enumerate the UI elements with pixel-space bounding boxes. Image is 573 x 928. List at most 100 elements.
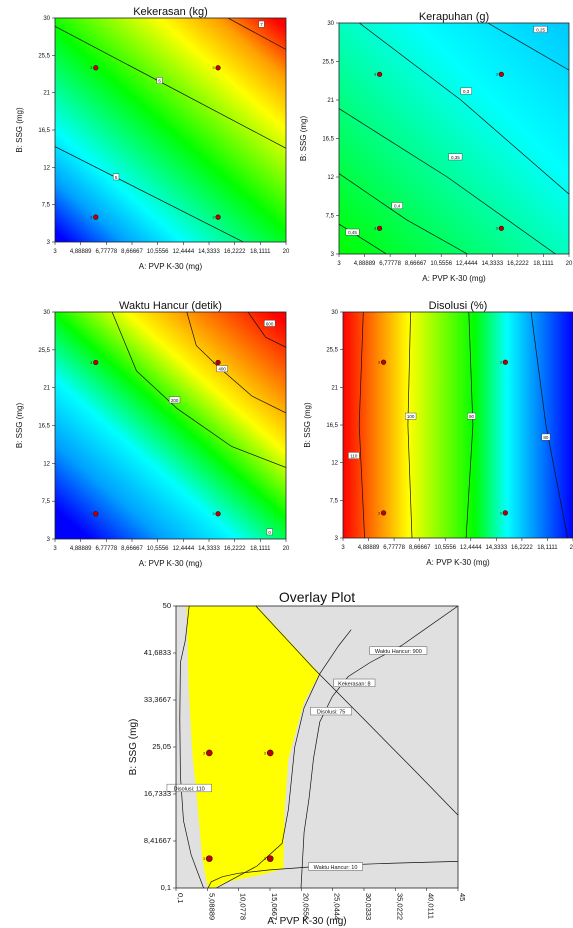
design-point-label: 3 bbox=[90, 511, 93, 516]
design-point-label: 3 bbox=[212, 215, 215, 220]
contour-label-box bbox=[467, 412, 476, 420]
x-tick-label: 14,3333 bbox=[485, 545, 507, 551]
contour-label: 0,4 bbox=[394, 204, 401, 209]
design-point-label: 3 bbox=[203, 856, 206, 861]
x-tick-label: 10,5556 bbox=[434, 545, 456, 551]
design-point bbox=[502, 510, 508, 516]
y-tick-label: 3 bbox=[335, 536, 339, 542]
x-tick-label: 10,0778 bbox=[239, 893, 248, 920]
x-tick-label: 14,3333 bbox=[481, 261, 503, 267]
design-point bbox=[498, 71, 504, 77]
panel-kerapuhan: 0,450,40,350,30,253 33 33 4,88889 6,77778 8,6… bbox=[299, 11, 573, 283]
design-point bbox=[93, 511, 99, 517]
contour-label: Disolusi: 75 bbox=[317, 710, 345, 716]
y-tick-label: 8,41667 bbox=[144, 836, 171, 845]
design-point-label: 3 bbox=[496, 72, 499, 77]
contour-line bbox=[487, 23, 569, 71]
heatmap-surface bbox=[343, 312, 573, 538]
design-point bbox=[266, 749, 274, 757]
contour-line bbox=[227, 18, 286, 50]
x-tick-label: 18,1111 bbox=[533, 261, 554, 267]
contour-label-box bbox=[391, 202, 403, 209]
x-tick-label: 18,1111 bbox=[250, 249, 271, 255]
contour-line bbox=[179, 606, 204, 888]
contour-label-box bbox=[541, 433, 551, 441]
x-tick-label: 16,2222 bbox=[224, 546, 246, 552]
panel-overlay: Kekerasan: 8 Disolusi: 75 Disolusi: 110 Wak… bbox=[128, 589, 467, 927]
design-point-label: 3 bbox=[500, 360, 503, 365]
chart-title: Overlay Plot bbox=[279, 589, 355, 605]
design-point-label: 3 bbox=[90, 215, 93, 220]
contour-label-box bbox=[264, 319, 276, 327]
chart-title: Disolusi (%) bbox=[429, 300, 488, 312]
heatmap-surface bbox=[55, 312, 286, 539]
y-tick-label: 33,3667 bbox=[144, 695, 171, 704]
y-tick-label: 25,05 bbox=[152, 742, 171, 751]
contour-label: Waktu Hancur: 10 bbox=[314, 865, 358, 871]
design-point-label: 3 bbox=[212, 65, 215, 70]
x-tick-label: 10,5556 bbox=[147, 546, 169, 552]
design-point-label: 3 bbox=[212, 511, 215, 516]
contour-label-box bbox=[266, 528, 273, 536]
y-tick-label: 25,5 bbox=[326, 348, 338, 354]
design-point bbox=[205, 749, 213, 757]
x-tick-label: 6,77778 bbox=[95, 249, 117, 255]
x-axis-label: A: PVP K-30 (mg) bbox=[426, 558, 490, 567]
y-tick-label: 12 bbox=[43, 461, 50, 467]
y-tick-label: 16,5 bbox=[326, 423, 338, 429]
y-tick-label: 25,5 bbox=[322, 60, 334, 66]
feasible-region bbox=[186, 606, 320, 888]
contour-label: 6 bbox=[158, 79, 161, 84]
chart-title: Waktu Hancur (detik) bbox=[119, 300, 222, 312]
y-tick-label: 7,5 bbox=[330, 498, 339, 504]
contour-label-box bbox=[216, 365, 228, 373]
design-point bbox=[376, 71, 383, 77]
x-tick-label: 15,0667 bbox=[270, 893, 279, 920]
x-axis-label: A: PVP K-30 (mg) bbox=[139, 559, 203, 568]
design-point-label: 3 bbox=[374, 72, 377, 77]
design-point-label: 3 bbox=[264, 750, 267, 755]
design-point bbox=[205, 855, 213, 862]
y-tick-label: 21 bbox=[43, 91, 50, 97]
contour-label: 200 bbox=[171, 398, 179, 403]
x-tick-label: 4,88889 bbox=[70, 546, 92, 552]
contour-label: 0,25 bbox=[536, 27, 545, 32]
contour-line bbox=[407, 312, 413, 538]
x-tick-label: 10,5556 bbox=[430, 261, 452, 267]
contour-label: 100 bbox=[407, 414, 415, 419]
x-tick-label: 12,4444 bbox=[172, 546, 194, 552]
y-tick-label: 41,6833 bbox=[144, 648, 171, 657]
y-tick-label: 21 bbox=[43, 386, 50, 392]
design-point bbox=[380, 359, 387, 365]
design-point bbox=[215, 214, 221, 220]
contour-label: 0,45 bbox=[348, 230, 357, 235]
y-tick-label: 16,7333 bbox=[144, 789, 171, 798]
x-tick-label: 45 bbox=[458, 893, 467, 901]
contour-label-box bbox=[310, 707, 352, 716]
x-axis-label: A: PVP K-30 (mg) bbox=[139, 262, 203, 271]
contour-label: 0,3 bbox=[463, 89, 470, 94]
contour-label-box bbox=[448, 153, 463, 161]
y-tick-label: 3 bbox=[47, 537, 51, 543]
x-tick-label: 20 bbox=[283, 249, 290, 255]
y-tick-label: 3 bbox=[47, 240, 51, 246]
contour-line bbox=[55, 146, 245, 242]
x-tick-label: 8,66667 bbox=[121, 546, 143, 552]
x-tick-label: 18,1111 bbox=[537, 545, 558, 551]
design-point bbox=[376, 225, 383, 231]
y-tick-label: 3 bbox=[331, 252, 335, 258]
contour-label: 400 bbox=[218, 367, 226, 372]
contour-label-box bbox=[348, 452, 360, 459]
contour-lines bbox=[358, 312, 568, 538]
design-point-label: 3 bbox=[378, 510, 381, 515]
x-tick-label: 16,2222 bbox=[507, 261, 529, 267]
contour-label-box bbox=[168, 396, 181, 404]
x-tick-label: 6,77778 bbox=[379, 261, 401, 267]
x-tick-label: 8,66667 bbox=[409, 545, 431, 551]
x-tick-label: 8,66667 bbox=[405, 261, 427, 267]
y-tick-label: 50 bbox=[163, 601, 171, 610]
x-tick-label: 3 bbox=[53, 249, 57, 255]
x-tick-label: 10,5556 bbox=[147, 249, 169, 255]
y-tick-label: 30 bbox=[331, 310, 338, 316]
